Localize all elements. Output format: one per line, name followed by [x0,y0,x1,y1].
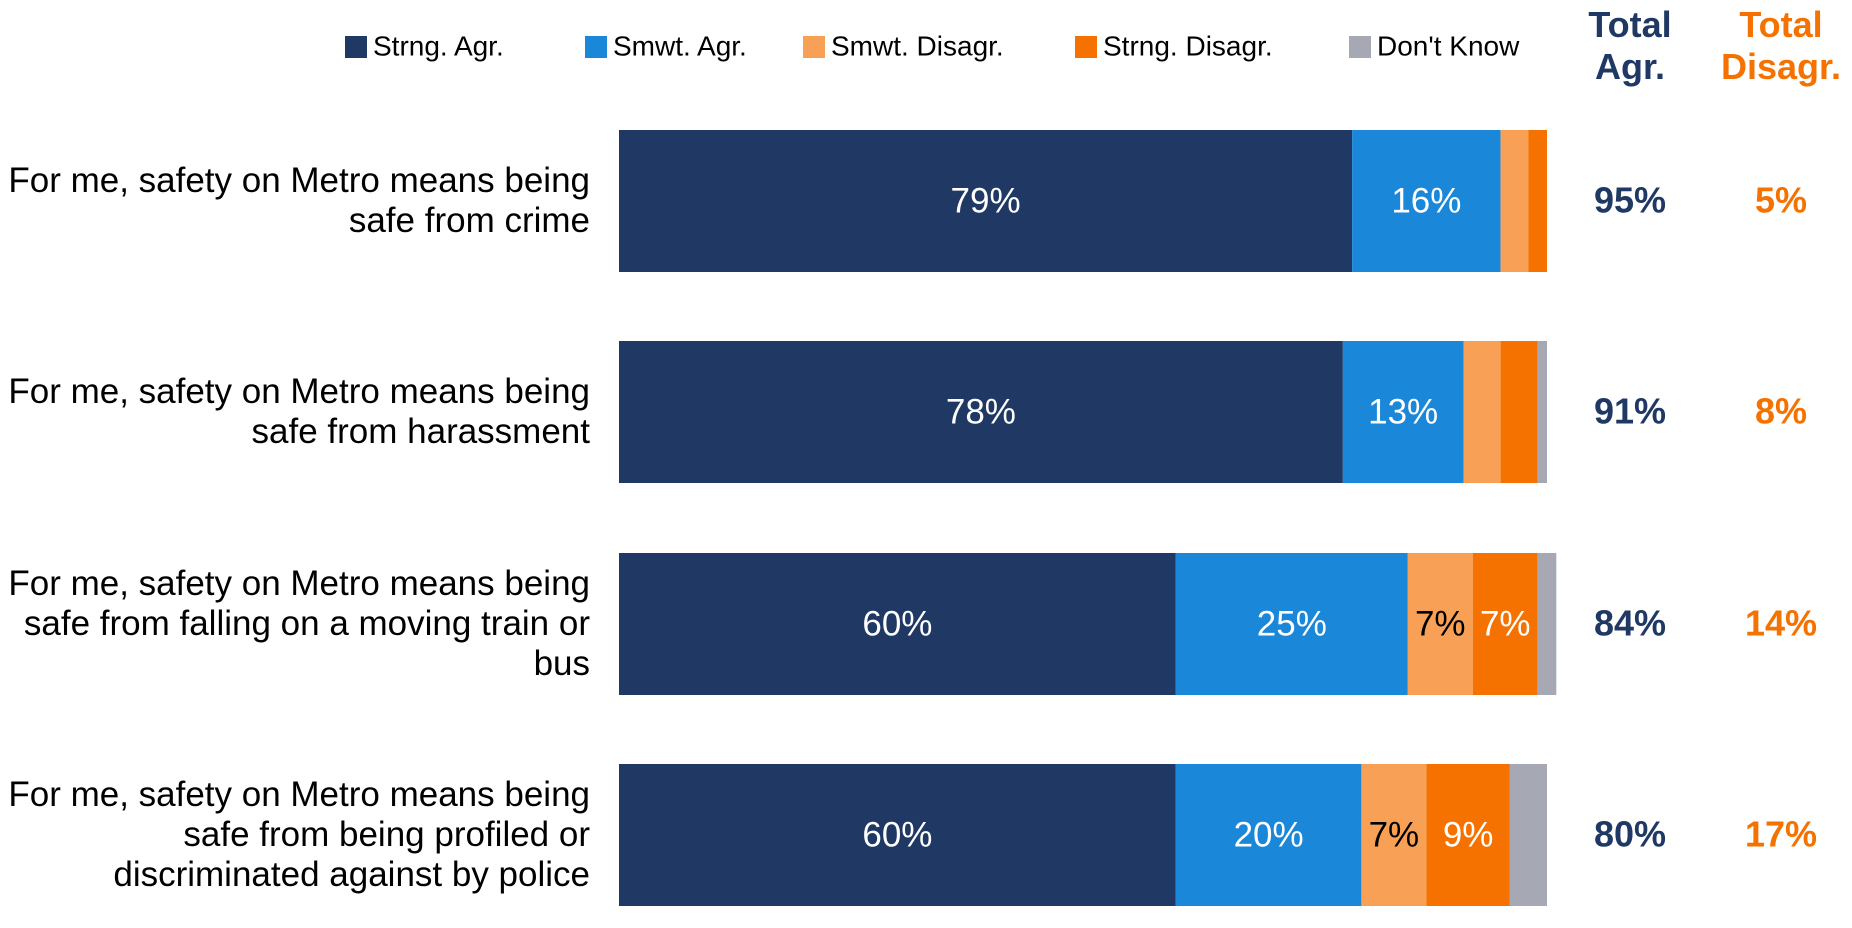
bar-segment [619,341,1343,483]
data-label: 7% [1480,604,1531,643]
bar-segment [619,130,1353,272]
legend-swatch [345,36,367,58]
category-label: For me, safety on Metro means being safe… [8,775,590,894]
legend-label: Strng. Disagr. [1103,30,1273,61]
bar-segment [1426,764,1510,906]
category-label: For me, safety on Metro means being safe… [8,372,590,451]
category-label: For me, safety on Metro means being safe… [8,564,590,683]
legend-swatch [803,36,825,58]
bar-segment [1463,341,1501,483]
bar-segment [1509,764,1547,906]
data-label: 7% [1369,815,1420,854]
total-value: 95% [1594,180,1666,221]
total-value: 84% [1594,603,1666,644]
total-value: 14% [1745,603,1817,644]
data-label: 60% [862,815,932,854]
bar-segment [1537,341,1547,483]
bar-segment [1352,130,1501,272]
total-value: 17% [1745,814,1817,855]
data-label: 79% [951,181,1021,220]
legend-swatch [1349,36,1371,58]
legend-label: Smwt. Agr. [613,30,747,61]
total-value: 80% [1594,814,1666,855]
data-label: 13% [1368,392,1438,431]
total-header: Total Disagr. [1720,4,1842,87]
data-label: 78% [946,392,1016,431]
total-value: 5% [1755,180,1807,221]
data-label: 16% [1391,181,1461,220]
bar-segment [1175,764,1362,906]
legend-label: Strng. Agr. [373,30,504,61]
bar-segment [1342,341,1464,483]
legend-label: Don't Know [1377,30,1520,61]
bar-segment [1500,341,1538,483]
bar-segment [1500,130,1529,272]
data-label: 60% [862,604,932,643]
bar-segment [619,764,1176,906]
total-value: 91% [1594,391,1666,432]
bar-segment [619,553,1176,695]
bar-segment [1361,764,1427,906]
legend-swatch [585,36,607,58]
bar-segment [1407,553,1473,695]
total-value: 8% [1755,391,1807,432]
legend-swatch [1075,36,1097,58]
data-label: 20% [1234,815,1304,854]
data-label: 25% [1257,604,1327,643]
category-label: For me, safety on Metro means being safe… [8,161,590,240]
bar-segment [1175,553,1408,695]
data-label: 9% [1443,815,1494,854]
bar-segment [1537,553,1557,695]
legend-label: Smwt. Disagr. [831,30,1004,61]
bar-segment [1528,130,1547,272]
data-label: 7% [1415,604,1466,643]
total-header: Total Agr. [1588,4,1672,87]
bar-segment [1472,553,1538,695]
